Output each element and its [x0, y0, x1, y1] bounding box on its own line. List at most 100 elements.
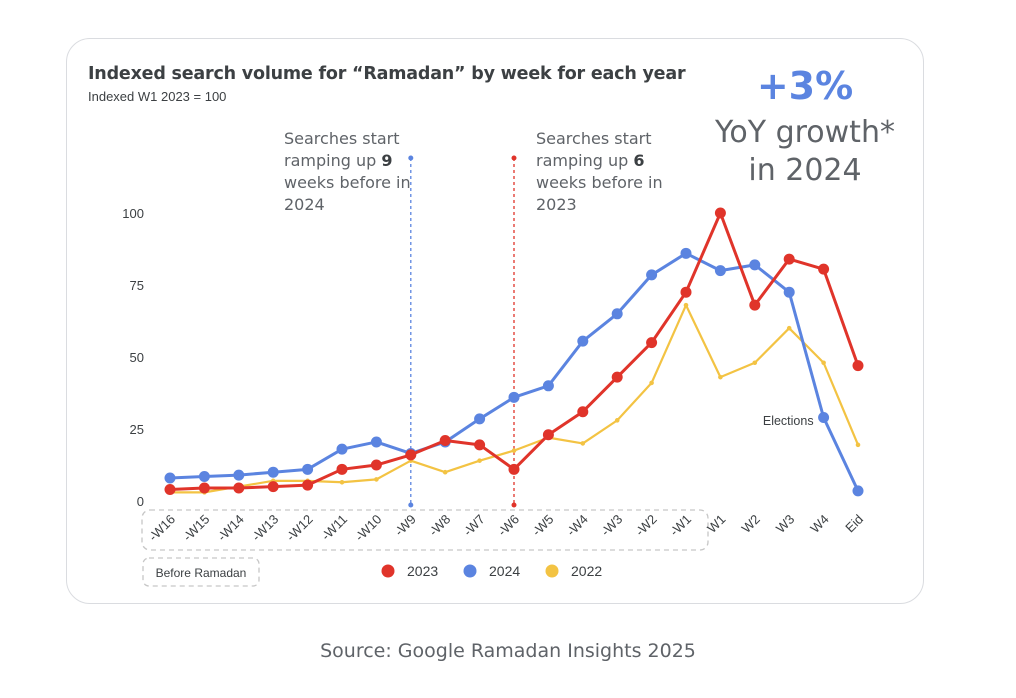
data-point-2023 — [680, 286, 692, 298]
data-point-2022 — [752, 360, 758, 366]
x-tick-label: -W11 — [318, 512, 350, 544]
x-tick-label: -W13 — [249, 512, 282, 545]
data-point-2022 — [855, 442, 861, 448]
data-point-2022 — [786, 325, 792, 331]
data-point-2023 — [302, 479, 314, 491]
chart-title: Indexed search volume for “Ramadan” by w… — [88, 64, 686, 84]
before-ramadan-bracket — [141, 509, 709, 551]
before-ramadan-label: Before Ramadan — [156, 566, 247, 580]
data-point-2023 — [611, 371, 623, 383]
before-ramadan-label-box — [142, 557, 260, 587]
data-point-2023 — [577, 406, 589, 418]
data-point-2024 — [474, 413, 486, 425]
y-tick-label: 50 — [130, 350, 144, 365]
note-2023-pre: Searches start ramping up — [536, 129, 652, 170]
data-point-2024 — [680, 247, 692, 259]
data-point-2022 — [442, 469, 448, 475]
data-point-2024 — [646, 269, 658, 281]
data-point-2024 — [852, 485, 864, 497]
data-point-2023 — [818, 263, 830, 275]
data-point-2023 — [336, 463, 348, 475]
data-point-2024 — [198, 471, 210, 483]
growth-value: +3% — [756, 64, 854, 108]
chart-subtitle: Indexed W1 2023 = 100 — [88, 89, 227, 104]
data-point-2024 — [818, 411, 830, 423]
x-tick-label: -W7 — [460, 512, 487, 539]
data-point-2022 — [718, 374, 723, 380]
x-tick-label: W3 — [773, 512, 797, 536]
y-tick-label: 0 — [137, 494, 144, 509]
data-point-2024 — [783, 286, 795, 298]
growth-callout: +3% YoY growth* in 2024 — [700, 64, 910, 190]
note-2023-post: weeks before in 2023 — [536, 173, 663, 214]
marker-dot-top — [511, 155, 517, 161]
x-tick-label: Eid — [842, 512, 866, 536]
data-point-2022 — [649, 380, 654, 386]
data-point-2022 — [683, 302, 689, 308]
x-tick-label: W4 — [807, 512, 831, 536]
data-point-2022 — [339, 479, 345, 485]
series-line-2024 — [169, 251, 860, 492]
data-point-2022 — [614, 418, 620, 423]
data-point-2023 — [749, 299, 761, 311]
y-tick-label: 100 — [122, 206, 144, 221]
x-tick-label: -W16 — [146, 512, 179, 545]
growth-desc-line2: in 2024 — [748, 153, 862, 188]
data-point-2023 — [405, 449, 417, 461]
data-point-2024 — [577, 335, 589, 347]
data-point-2023 — [370, 459, 382, 471]
x-tick-label: -W8 — [426, 512, 453, 539]
marker-dot-top — [408, 155, 414, 161]
growth-desc-line1: YoY growth* — [715, 115, 895, 150]
marker-dot-bottom — [408, 502, 414, 508]
legend-label-2024: 2024 — [489, 563, 520, 579]
note-2024: Searches start ramping up 9 weeks before… — [284, 128, 424, 216]
data-point-2023 — [542, 429, 554, 441]
data-point-2024 — [370, 436, 382, 448]
data-point-2024 — [508, 391, 520, 403]
x-tick-label: -W6 — [495, 512, 522, 539]
legend-swatch-2023 — [381, 564, 395, 578]
legend-swatch-2022 — [545, 564, 559, 578]
source-caption: Source: Google Ramadan Insights 2025 — [320, 640, 696, 662]
annotation-label: Elections — [763, 414, 814, 428]
y-tick-label: 25 — [130, 422, 144, 437]
x-tick-label: -W15 — [180, 512, 213, 545]
legend-label-2022: 2022 — [571, 563, 602, 579]
data-point-2023 — [474, 439, 486, 451]
x-tick-label: -W5 — [529, 512, 556, 539]
data-point-2023 — [783, 253, 795, 265]
data-point-2024 — [714, 265, 726, 277]
x-tick-label: -W4 — [563, 512, 590, 539]
data-point-2022 — [821, 360, 826, 366]
marker-dot-bottom — [511, 502, 517, 508]
x-tick-label: -W12 — [283, 512, 316, 545]
note-2024-post: weeks before in 2024 — [284, 173, 411, 214]
legend-swatch-2024 — [463, 564, 477, 578]
data-point-2024 — [267, 466, 279, 478]
legend-label-2023: 2023 — [407, 563, 438, 579]
x-tick-label: -W14 — [214, 512, 247, 545]
data-point-2023 — [714, 207, 726, 219]
data-point-2024 — [611, 308, 623, 320]
x-tick-label: W2 — [739, 512, 763, 536]
note-2023-weeks: 6 — [633, 151, 645, 170]
note-2023: Searches start ramping up 6 weeks before… — [536, 128, 676, 216]
data-point-2024 — [749, 259, 761, 271]
data-point-2022 — [580, 441, 586, 446]
data-point-2024 — [302, 463, 314, 475]
note-2024-pre: Searches start ramping up — [284, 129, 400, 170]
data-point-2023 — [164, 483, 176, 495]
data-point-2024 — [542, 380, 554, 392]
data-point-2024 — [233, 469, 245, 481]
data-point-2022 — [374, 477, 379, 482]
data-point-2023 — [439, 435, 451, 447]
data-point-2023 — [267, 481, 279, 493]
note-2024-weeks: 9 — [381, 151, 393, 170]
y-tick-label: 75 — [130, 278, 144, 293]
x-tick-label: -W10 — [352, 512, 385, 545]
data-point-2023 — [198, 482, 210, 494]
data-point-2023 — [233, 482, 245, 494]
data-point-2024 — [336, 443, 348, 455]
data-point-2023 — [646, 337, 658, 349]
